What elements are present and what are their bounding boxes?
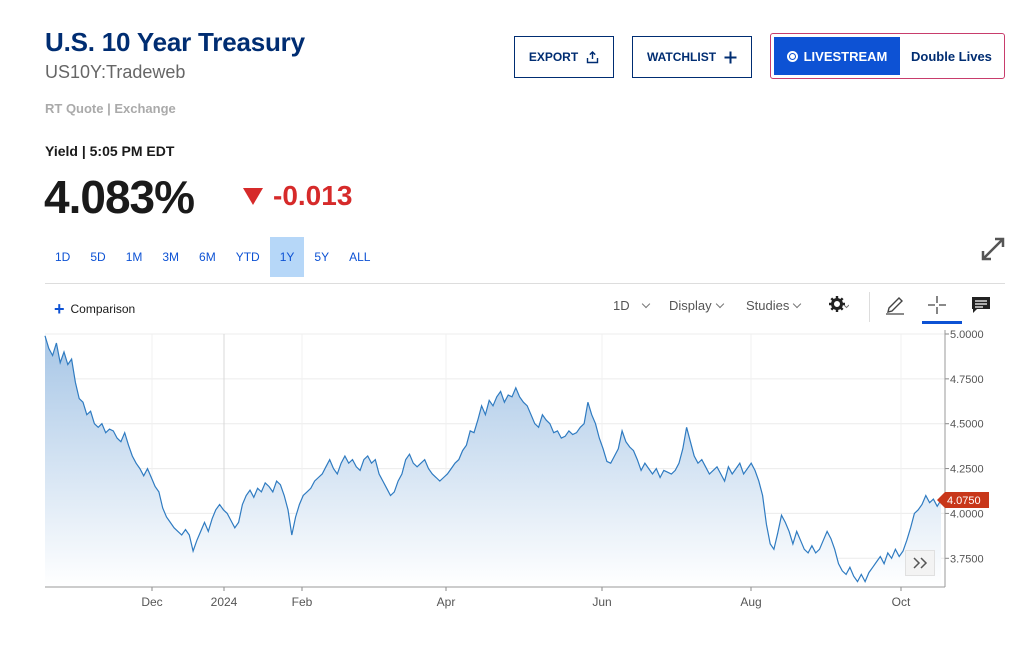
comparison-button[interactable]: + Comparison bbox=[54, 300, 135, 318]
range-1y[interactable]: 1Y bbox=[269, 237, 305, 277]
x-tick-label: Dec bbox=[141, 595, 162, 609]
price-change: -0.013 bbox=[243, 180, 352, 212]
y-tick-label: 5.0000 bbox=[950, 329, 984, 341]
chevron-down-icon bbox=[715, 299, 724, 309]
y-tick-label: 4.2500 bbox=[950, 464, 984, 476]
crosshair-icon[interactable] bbox=[926, 294, 948, 316]
y-tick-label: 3.7500 bbox=[950, 553, 984, 565]
comparison-label: Comparison bbox=[70, 302, 136, 316]
interval-dropdown[interactable]: 1D bbox=[613, 298, 650, 313]
livestream-button[interactable]: LIVESTREAM bbox=[774, 37, 900, 75]
comment-icon[interactable] bbox=[970, 294, 992, 316]
y-tick-label: 4.0000 bbox=[950, 508, 984, 520]
quote-type-label: RT Quote | Exchange bbox=[45, 101, 176, 116]
livestream-label: LIVESTREAM bbox=[803, 48, 888, 64]
chevron-down-icon bbox=[793, 299, 802, 309]
y-tick-label: 4.7500 bbox=[950, 374, 984, 386]
crosshair-active-indicator bbox=[922, 321, 962, 324]
series-line bbox=[44, 335, 942, 583]
last-price-tag: 4.0750 bbox=[937, 491, 989, 508]
range-all[interactable]: ALL bbox=[349, 250, 371, 264]
display-dropdown[interactable]: Display bbox=[669, 298, 724, 313]
display-label: Display bbox=[669, 298, 712, 313]
toolbar-divider bbox=[45, 283, 1005, 284]
livestream-show-name: Double Lives bbox=[911, 48, 992, 64]
share-icon bbox=[586, 50, 599, 63]
x-tick-label: Oct bbox=[892, 595, 911, 609]
yield-chart[interactable]: 5.0000 4.7500 4.5000 4.2500 4.0000 3.7500 Dec 2… bbox=[0, 326, 1021, 616]
last-price-tag-label: 4.0750 bbox=[947, 495, 981, 507]
range-ytd[interactable]: YTD bbox=[235, 250, 260, 264]
x-tick-label: 2024 bbox=[211, 595, 238, 609]
interval-label: 1D bbox=[613, 298, 630, 313]
studies-dropdown[interactable]: Studies bbox=[746, 298, 802, 313]
livestream-banner[interactable]: LIVESTREAM Double Lives bbox=[770, 33, 1005, 79]
range-selector: 1D 5D 1M 3M 6M YTD 1Y 5Y ALL bbox=[45, 237, 380, 277]
x-tick-label: Aug bbox=[740, 595, 761, 609]
last-price: 4.083% bbox=[44, 171, 195, 223]
double-chevron-right-icon bbox=[913, 557, 928, 569]
page-title: U.S. 10 Year Treasury bbox=[45, 27, 305, 57]
watchlist-label: WATCHLIST bbox=[646, 50, 717, 64]
expand-icon[interactable] bbox=[980, 236, 1006, 262]
yield-time-label: Yield | 5:05 PM EDT bbox=[45, 143, 175, 159]
range-1m[interactable]: 1M bbox=[125, 250, 143, 264]
gear-icon[interactable] bbox=[827, 294, 849, 316]
range-1d[interactable]: 1D bbox=[55, 250, 71, 264]
chevron-down-icon bbox=[641, 299, 650, 309]
series-area bbox=[45, 335, 941, 587]
range-3m[interactable]: 3M bbox=[162, 250, 180, 264]
toolbar-separator bbox=[869, 292, 870, 322]
symbol-label: US10Y:Tradeweb bbox=[45, 62, 186, 82]
range-5d[interactable]: 5D bbox=[90, 250, 106, 264]
x-tick-label: Feb bbox=[292, 595, 313, 609]
range-6m[interactable]: 6M bbox=[199, 250, 216, 264]
scroll-to-latest-button[interactable] bbox=[905, 550, 935, 576]
y-tick-label: 4.5000 bbox=[950, 419, 984, 431]
range-5y[interactable]: 5Y bbox=[314, 250, 330, 264]
down-arrow-icon bbox=[243, 187, 263, 205]
change-value: -0.013 bbox=[273, 180, 353, 211]
plus-icon bbox=[724, 51, 737, 63]
pencil-icon[interactable] bbox=[884, 294, 906, 316]
live-dot-icon bbox=[786, 50, 798, 62]
watchlist-button[interactable]: WATCHLIST bbox=[632, 36, 752, 78]
x-tick-label: Jun bbox=[592, 595, 611, 609]
x-tick-label: Apr bbox=[437, 595, 456, 609]
export-button[interactable]: EXPORT bbox=[514, 36, 614, 78]
export-label: EXPORT bbox=[528, 50, 579, 64]
studies-label: Studies bbox=[746, 298, 790, 313]
plus-icon: + bbox=[54, 299, 65, 319]
